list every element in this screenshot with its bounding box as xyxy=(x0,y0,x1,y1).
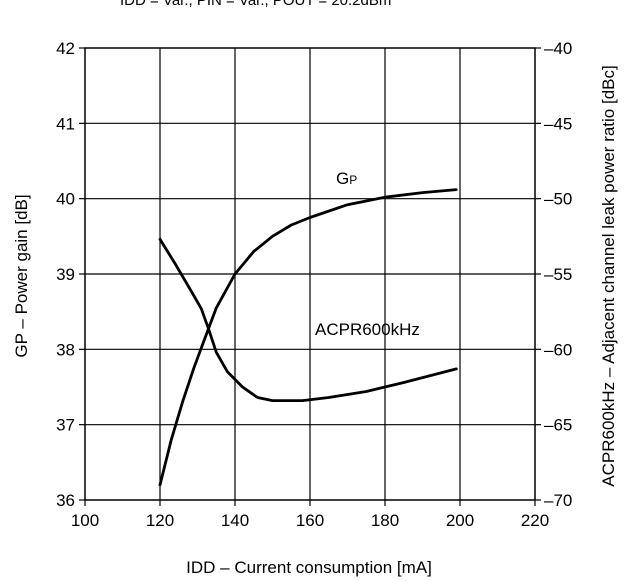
y-tick-label: 40 xyxy=(56,190,75,209)
x-tick-label: 120 xyxy=(146,511,174,530)
y-tick-label: 38 xyxy=(56,340,75,359)
test-conditions: IDD = Var., PIN = Var., POUT = 20.2dBm xyxy=(120,0,392,9)
x-axis-label: IDD – Current consumption [mA] xyxy=(186,558,432,577)
y2-tick-label: –40 xyxy=(544,39,572,58)
acpr-series-label: ACPR600kHz xyxy=(315,320,420,339)
y-tick-label: 41 xyxy=(56,114,75,133)
x-tick-label: 100 xyxy=(71,511,99,530)
x-tick-labels: 100 120 140 160 180 200 220 xyxy=(71,511,549,530)
y2-tick-labels: –70 –65 –60 –55 –50 –45 –40 xyxy=(544,39,572,510)
tick-marks xyxy=(79,47,541,506)
y-tick-label: 39 xyxy=(56,265,75,284)
y-axis-label: GP – Power gain [dB] xyxy=(12,194,31,357)
series-lines xyxy=(158,188,458,487)
y-tick-label: 37 xyxy=(56,416,75,435)
y-tick-label: 36 xyxy=(56,491,75,510)
x-tick-label: 140 xyxy=(221,511,249,530)
x-tick-label: 220 xyxy=(521,511,549,530)
grid xyxy=(85,48,535,500)
y2-axis-label: ACPR600kHz – Adjacent channel leak power… xyxy=(599,65,618,486)
x-tick-label: 180 xyxy=(371,511,399,530)
acpr-series-line xyxy=(158,237,458,403)
y2-tick-label: –55 xyxy=(544,265,572,284)
y2-tick-label: –70 xyxy=(544,491,572,510)
x-tick-label: 200 xyxy=(446,511,474,530)
gp-series-label: GP xyxy=(336,169,357,188)
y2-tick-label: –60 xyxy=(544,340,572,359)
gp-series-line xyxy=(158,188,458,487)
y2-tick-label: –45 xyxy=(544,114,572,133)
y2-tick-label: –65 xyxy=(544,416,572,435)
y-tick-labels: 36 37 38 39 40 41 42 xyxy=(56,39,75,510)
y-tick-label: 42 xyxy=(56,39,75,58)
y2-tick-label: –50 xyxy=(544,190,572,209)
x-tick-label: 160 xyxy=(296,511,324,530)
